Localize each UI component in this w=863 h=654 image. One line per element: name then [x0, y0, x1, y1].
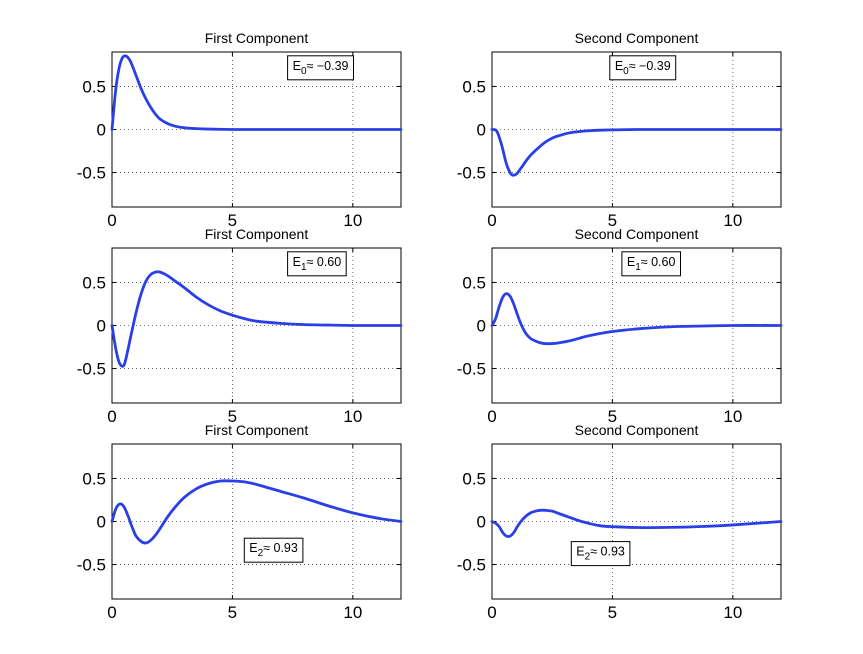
annotation-value: ≈ −0.39	[307, 59, 349, 73]
subplot-title: First Component	[205, 226, 309, 242]
x-tick-label: 10	[723, 211, 742, 230]
energy-annotation: E0≈ −0.39	[609, 55, 677, 81]
annotation-text: E0≈ −0.39	[615, 59, 671, 77]
annotation-symbol: E	[576, 545, 584, 559]
annotation-text: E1≈ 0.60	[627, 255, 676, 273]
annotation-box	[621, 251, 682, 277]
annotation-text: E1≈ 0.60	[293, 255, 342, 273]
series-line	[110, 270, 403, 368]
annotation-value: ≈ 0.93	[590, 545, 625, 559]
annotation-box	[609, 55, 677, 81]
subplot: 0 5 10 0.5 0 -0.5 Second Component E2≈ 0.93	[457, 422, 783, 622]
annotation-value: ≈ −0.39	[629, 59, 671, 73]
y-tick-label: 0	[97, 513, 106, 532]
annotation-subscript: 2	[585, 552, 591, 563]
subplot: 0 5 10 0.5 0 -0.5 First Component E2≈ 0.93	[77, 422, 403, 622]
annotation-value: ≈ 0.93	[263, 541, 298, 555]
annotation-symbol: E	[293, 255, 301, 269]
annotation-subscript: 0	[301, 66, 307, 77]
x-tick-label: 0	[107, 603, 116, 622]
annotation-value: ≈ 0.60	[307, 255, 342, 269]
annotation-symbol: E	[293, 59, 301, 73]
series-line	[490, 508, 783, 538]
y-tick-label: 0	[477, 513, 486, 532]
x-tick-label: 10	[343, 407, 362, 426]
y-tick-label: 0.5	[462, 273, 486, 292]
energy-annotation: E2≈ 0.93	[243, 537, 304, 563]
energy-annotation: E2≈ 0.93	[570, 541, 631, 567]
series-line	[110, 54, 403, 131]
y-tick-label: 0	[477, 317, 486, 336]
x-tick-label: 0	[107, 211, 116, 230]
annotation-text: E2≈ 0.93	[576, 545, 625, 563]
subplot-title: Second Component	[575, 30, 699, 46]
x-tick-label: 0	[487, 603, 496, 622]
annotation-box	[287, 251, 347, 277]
y-tick-label: -0.5	[457, 556, 486, 575]
energy-annotation: E1≈ 0.60	[621, 251, 682, 277]
y-tick-label: 0.5	[82, 273, 106, 292]
annotation-subscript: 1	[635, 262, 641, 273]
subplot: 0 5 10 0.5 0 -0.5 Second Component E1≈ 0.60	[457, 226, 783, 426]
energy-annotation: E0≈ −0.39	[287, 55, 355, 81]
annotation-box	[287, 55, 355, 81]
y-tick-label: -0.5	[457, 164, 486, 183]
x-tick-label: 5	[608, 603, 617, 622]
annotation-box	[243, 537, 304, 563]
annotation-text: E2≈ 0.93	[249, 541, 298, 559]
series-line	[490, 292, 783, 346]
subplot-title: Second Component	[575, 422, 699, 438]
annotation-subscript: 2	[258, 548, 264, 559]
annotation-subscript: 0	[623, 66, 629, 77]
x-tick-label: 5	[608, 407, 617, 426]
x-tick-label: 5	[608, 211, 617, 230]
y-tick-label: -0.5	[77, 164, 106, 183]
x-tick-label: 5	[228, 211, 237, 230]
x-tick-label: 5	[228, 407, 237, 426]
annotation-value: ≈ 0.60	[641, 255, 676, 269]
annotation-symbol: E	[249, 541, 257, 555]
energy-annotation: E1≈ 0.60	[287, 251, 347, 277]
y-tick-label: 0	[97, 317, 106, 336]
y-tick-label: 0.5	[82, 77, 106, 96]
subplot-title: Second Component	[575, 226, 699, 242]
subplot: 0 5 10 0.5 0 -0.5 First Component E1≈ 0.60	[77, 226, 403, 426]
x-tick-label: 10	[343, 603, 362, 622]
x-tick-label: 0	[487, 407, 496, 426]
y-tick-label: 0	[97, 121, 106, 140]
x-tick-label: 10	[723, 407, 742, 426]
y-tick-label: -0.5	[77, 360, 106, 379]
series-line	[110, 479, 403, 545]
y-tick-label: -0.5	[77, 556, 106, 575]
subplot-title: First Component	[205, 422, 309, 438]
x-tick-label: 10	[723, 603, 742, 622]
x-tick-label: 0	[107, 407, 116, 426]
y-tick-label: 0	[477, 121, 486, 140]
annotation-text: E0≈ −0.39	[293, 59, 349, 77]
annotation-symbol: E	[615, 59, 623, 73]
annotation-box	[570, 541, 631, 567]
annotation-symbol: E	[627, 255, 635, 269]
x-tick-label: 5	[228, 603, 237, 622]
annotation-subscript: 1	[301, 262, 307, 273]
x-tick-label: 0	[487, 211, 496, 230]
y-tick-label: 0.5	[82, 469, 106, 488]
y-tick-label: -0.5	[457, 360, 486, 379]
y-tick-label: 0.5	[462, 77, 486, 96]
subplot-title: First Component	[205, 30, 309, 46]
x-tick-label: 10	[343, 211, 362, 230]
y-tick-label: 0.5	[462, 469, 486, 488]
series-line	[490, 128, 783, 177]
